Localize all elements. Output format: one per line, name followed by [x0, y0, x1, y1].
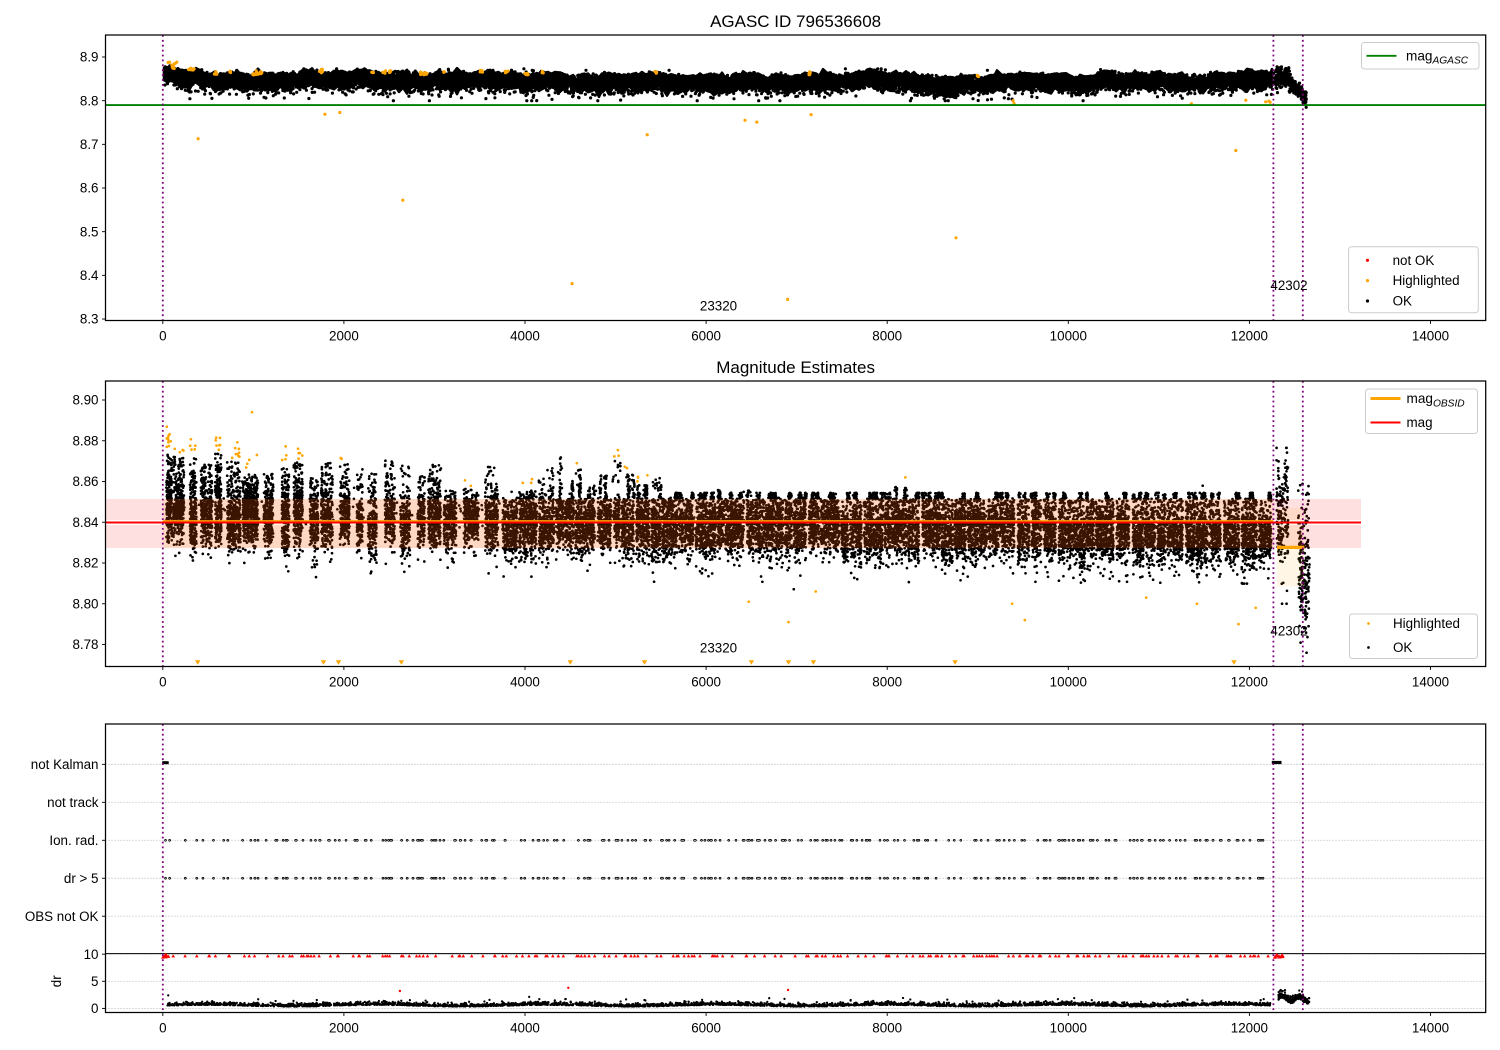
svg-text:Highlighted: Highlighted [1393, 273, 1460, 288]
svg-text:0: 0 [159, 1021, 166, 1036]
svg-text:14000: 14000 [1412, 329, 1449, 344]
svg-text:OBS not OK: OBS not OK [25, 909, 99, 924]
svg-text:not track: not track [47, 795, 99, 810]
svg-text:0: 0 [159, 329, 166, 344]
svg-text:2000: 2000 [329, 329, 359, 344]
svg-text:dr > 5: dr > 5 [64, 871, 99, 886]
svg-text:10000: 10000 [1050, 675, 1087, 690]
svg-text:0: 0 [159, 675, 166, 690]
svg-text:10000: 10000 [1050, 1021, 1087, 1036]
svg-text:8.90: 8.90 [72, 393, 98, 408]
svg-text:12000: 12000 [1231, 1021, 1268, 1036]
svg-text:42302: 42302 [1270, 278, 1307, 293]
svg-text:8.86: 8.86 [72, 474, 98, 489]
svg-text:6000: 6000 [691, 675, 721, 690]
svg-text:not OK: not OK [1393, 253, 1435, 268]
svg-text:Magnitude Estimates: Magnitude Estimates [716, 358, 875, 377]
svg-text:AGASC ID 796536608: AGASC ID 796536608 [710, 12, 881, 31]
svg-text:OK: OK [1393, 640, 1412, 655]
svg-text:2000: 2000 [329, 675, 359, 690]
svg-text:8.82: 8.82 [72, 556, 98, 571]
svg-text:8.78: 8.78 [72, 637, 98, 652]
svg-text:8.88: 8.88 [72, 433, 98, 448]
svg-text:8.80: 8.80 [72, 596, 98, 611]
svg-text:10000: 10000 [1050, 329, 1087, 344]
svg-text:Ion. rad.: Ion. rad. [49, 833, 98, 848]
svg-text:0: 0 [91, 1001, 98, 1016]
svg-text:6000: 6000 [691, 1021, 721, 1036]
svg-text:dr: dr [49, 975, 64, 987]
svg-text:OK: OK [1393, 294, 1412, 309]
svg-text:2000: 2000 [329, 1021, 359, 1036]
svg-text:4000: 4000 [510, 329, 540, 344]
svg-text:8.4: 8.4 [80, 268, 99, 283]
svg-text:8.8: 8.8 [80, 93, 99, 108]
svg-text:8000: 8000 [872, 675, 902, 690]
svg-text:8.5: 8.5 [80, 224, 99, 239]
svg-text:mag: mag [1407, 415, 1433, 430]
svg-text:42302: 42302 [1270, 624, 1307, 639]
svg-text:12000: 12000 [1231, 329, 1268, 344]
svg-text:8.9: 8.9 [80, 50, 99, 65]
svg-text:8000: 8000 [872, 1021, 902, 1036]
svg-text:6000: 6000 [691, 329, 721, 344]
svg-text:12000: 12000 [1231, 675, 1268, 690]
svg-text:8.84: 8.84 [72, 515, 99, 530]
svg-text:8000: 8000 [872, 329, 902, 344]
svg-text:8.3: 8.3 [80, 312, 99, 327]
svg-text:4000: 4000 [510, 675, 540, 690]
svg-text:14000: 14000 [1412, 675, 1449, 690]
svg-text:not Kalman: not Kalman [31, 757, 99, 772]
svg-text:Highlighted: Highlighted [1393, 616, 1460, 631]
svg-text:10: 10 [84, 947, 99, 962]
svg-text:8.6: 8.6 [80, 181, 99, 196]
svg-text:23320: 23320 [700, 641, 737, 656]
svg-text:4000: 4000 [510, 1021, 540, 1036]
svg-text:8.7: 8.7 [80, 137, 99, 152]
svg-text:23320: 23320 [700, 299, 737, 314]
svg-text:14000: 14000 [1412, 1021, 1449, 1036]
svg-text:5: 5 [91, 974, 98, 989]
